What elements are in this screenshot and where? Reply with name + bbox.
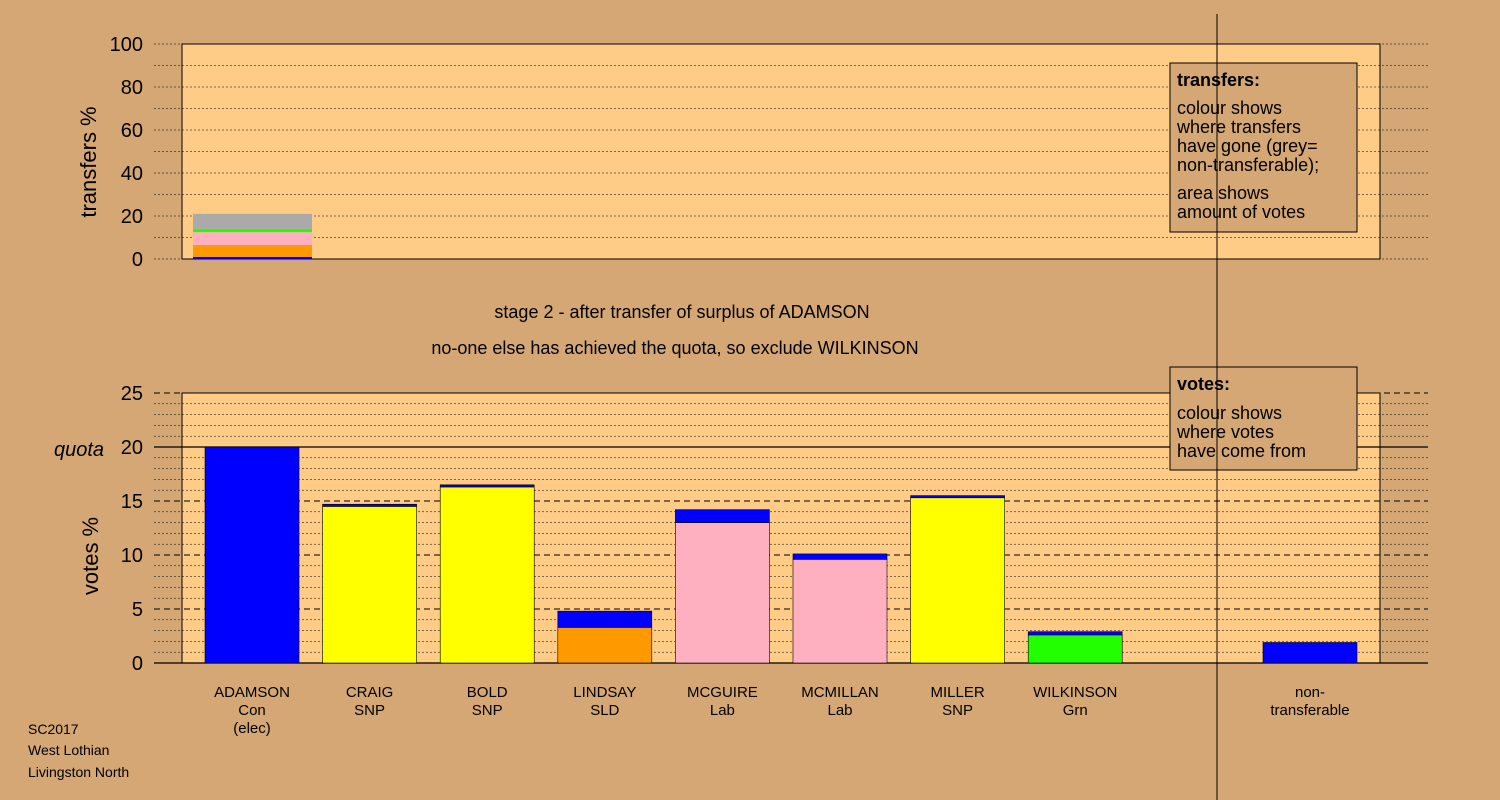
votes-bar-lindsay [557,610,653,664]
votes-y-tick-label: 10 [121,545,143,567]
candidate-party-label: SNP [472,702,503,719]
vote-segment-snp [910,497,1005,664]
transfers-legend-title: transfers: [1177,70,1260,90]
transfers-y-tick-label: 60 [121,120,143,142]
vote-segment-sld [557,627,653,664]
candidate-name-label: ADAMSON [214,684,290,701]
votes-bars [204,446,1358,664]
vote-segment-con [1262,642,1358,664]
vote-segment-snp [322,506,417,664]
transfers-legend-line: where transfers [1176,117,1301,137]
votes-y-tick-label: 20 [121,437,143,459]
votes-bar-nontransferable [1262,642,1358,664]
vote-segment-grn [1027,634,1123,664]
votes-legend-line: where votes [1176,422,1274,442]
candidate-party-label: SLD [590,702,619,719]
votes-legend-line: have come from [1177,441,1306,461]
votes-x-labels: ADAMSONCon(elec)CRAIGSNPBOLDSNPLINDSAYSL… [214,684,1350,737]
votes-bar-wilkinson [1027,631,1123,664]
transfers-y-tick-label: 40 [121,163,143,185]
transfers-y-ticks: 0 20 40 60 80 100 [110,34,143,271]
transfers-legend-line: have gone (grey= [1177,136,1318,156]
transfer-segment-lab [193,232,312,246]
votes-legend-box [1169,366,1358,471]
vote-segment-con [675,509,770,523]
candidate-party-label: SNP [354,702,385,719]
vote-segment-con [910,495,1005,499]
candidate-party-label: Lab [710,702,735,719]
votes-legend-title: votes: [1177,374,1230,394]
transfer-segment-con [193,256,312,259]
quota-label: quota [54,439,104,461]
votes-y-tick-label: 5 [132,599,143,621]
footer-council: West Lothian [28,742,109,758]
vote-segment-con [204,446,300,664]
votes-bar-craig [322,503,417,664]
transfer-segment-sld [193,245,312,257]
votes-y-tick-label: 15 [121,491,143,513]
votes-y-tick-label: 0 [132,653,143,675]
vote-segment-con [792,553,888,560]
candidate-name-label: CRAIG [346,684,394,701]
transfers-legend: transfers: colour shows where transfers … [1169,62,1358,233]
vote-segment-con [322,503,417,507]
votes-bar-mcguire [675,509,770,664]
votes-bar-adamson [204,446,300,664]
vote-segment-con [557,610,653,628]
vote-segment-lab [792,559,888,664]
transfers-y-axis-label: transfers % [76,106,101,217]
candidate-name-label: LINDSAY [573,684,636,701]
nontransferable-label: non- [1295,684,1325,701]
candidate-name-label: WILKINSON [1033,684,1117,701]
transfers-y-tick-label: 80 [121,77,143,99]
stage-title: stage 2 - after transfer of surplus of A… [494,302,869,322]
votes-y-ticks: 0 5 10 15 20 25 [121,383,143,675]
votes-y-tick-label: 25 [121,383,143,405]
vote-segment-lab [675,522,770,664]
stage-subtitle: no-one else has achieved the quota, so e… [431,338,918,358]
transfers-legend-line: area shows [1177,183,1269,203]
vote-segment-con [1027,631,1123,636]
transfers-y-tick-label: 100 [110,34,143,56]
transfers-legend-line: amount of votes [1177,202,1305,222]
transfer-segment-grn [193,228,312,233]
votes-legend: votes: colour shows where votes have com… [1169,366,1358,471]
transfers-legend-line: colour shows [1177,98,1282,118]
candidate-party-label: SNP [942,702,973,719]
transfer-segment-nontransferable [193,213,312,229]
transfers-y-tick-label: 0 [132,249,143,271]
footer-election: SC2017 [28,721,79,737]
votes-legend-line: colour shows [1177,403,1282,423]
candidate-name-label: MILLER [931,684,985,701]
votes-bar-bold [439,484,535,664]
candidate-party-label: Lab [827,702,852,719]
candidate-name-label: MCGUIRE [687,684,758,701]
vote-segment-con [439,484,535,488]
transfers-bars [193,213,312,259]
nontransferable-label: transferable [1270,702,1349,719]
votes-y-axis-label: votes % [78,517,103,595]
votes-bar-mcmillan [792,553,888,664]
candidate-status-label: (elec) [233,720,271,737]
candidate-name-label: BOLD [467,684,508,701]
candidate-party-label: Grn [1063,702,1088,719]
transfers-y-tick-label: 20 [121,206,143,228]
footer-ward: Livingston North [28,764,129,780]
transfers-legend-box [1169,62,1358,233]
candidate-party-label: Con [238,702,266,719]
transfers-legend-line: non-transferable); [1177,155,1319,175]
vote-segment-snp [439,486,535,664]
candidate-name-label: MCMILLAN [801,684,879,701]
transfers-panel: 0 20 40 60 80 100 transfers % transfers: colo… [76,34,1428,271]
votes-bar-miller [910,495,1005,664]
